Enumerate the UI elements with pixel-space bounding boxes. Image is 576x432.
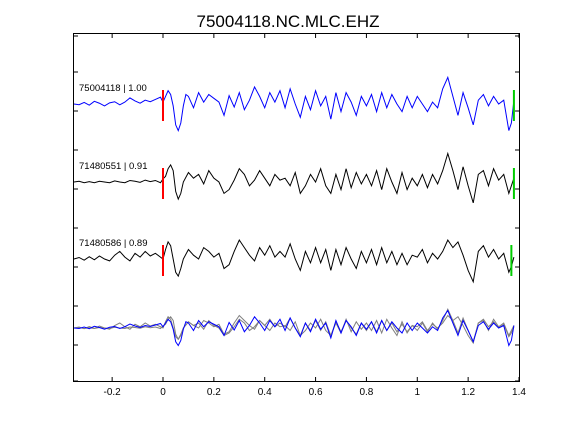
x-tick-label: 0.2: [207, 387, 221, 398]
trace-2: [73, 238, 515, 284]
stack-trace-gray: [73, 314, 515, 345]
stacked-overlay-group: [73, 308, 515, 347]
x-tick-label: 0.6: [309, 387, 323, 398]
plot-area-frame: [73, 33, 520, 382]
stack-trace-gray: [73, 308, 515, 344]
x-tick-label: 0: [160, 387, 166, 398]
trace-label-1: 71480551 | 0.91: [79, 161, 148, 172]
trace-label-0: 75004118 | 1.00: [79, 83, 147, 94]
trace-1: [73, 151, 515, 204]
x-tick-label: 1.4: [512, 387, 526, 398]
chart-title: 75004118.NC.MLC.EHZ: [197, 12, 380, 31]
stack-trace-blue: [73, 309, 515, 347]
trace-labels: 75004118 | 1.00 71480551 | 0.91 71480586 |…: [79, 83, 148, 249]
x-tick-labels: -0.2 0 0.2 0.4 0.6 0.8 1 1.2 1.4: [104, 387, 527, 398]
x-tick-label: -0.2: [104, 387, 122, 398]
waveform-traces: [73, 75, 515, 284]
x-tick-label: 1.2: [461, 387, 475, 398]
pick-markers: [162, 90, 515, 276]
x-tick-label: 0.8: [359, 387, 373, 398]
x-tick-label: 1: [415, 387, 421, 398]
axis-ticks: [74, 34, 520, 382]
trace-label-2: 71480586 | 0.89: [79, 238, 148, 249]
trace-0: [73, 75, 515, 132]
x-tick-label: 0.4: [258, 387, 272, 398]
